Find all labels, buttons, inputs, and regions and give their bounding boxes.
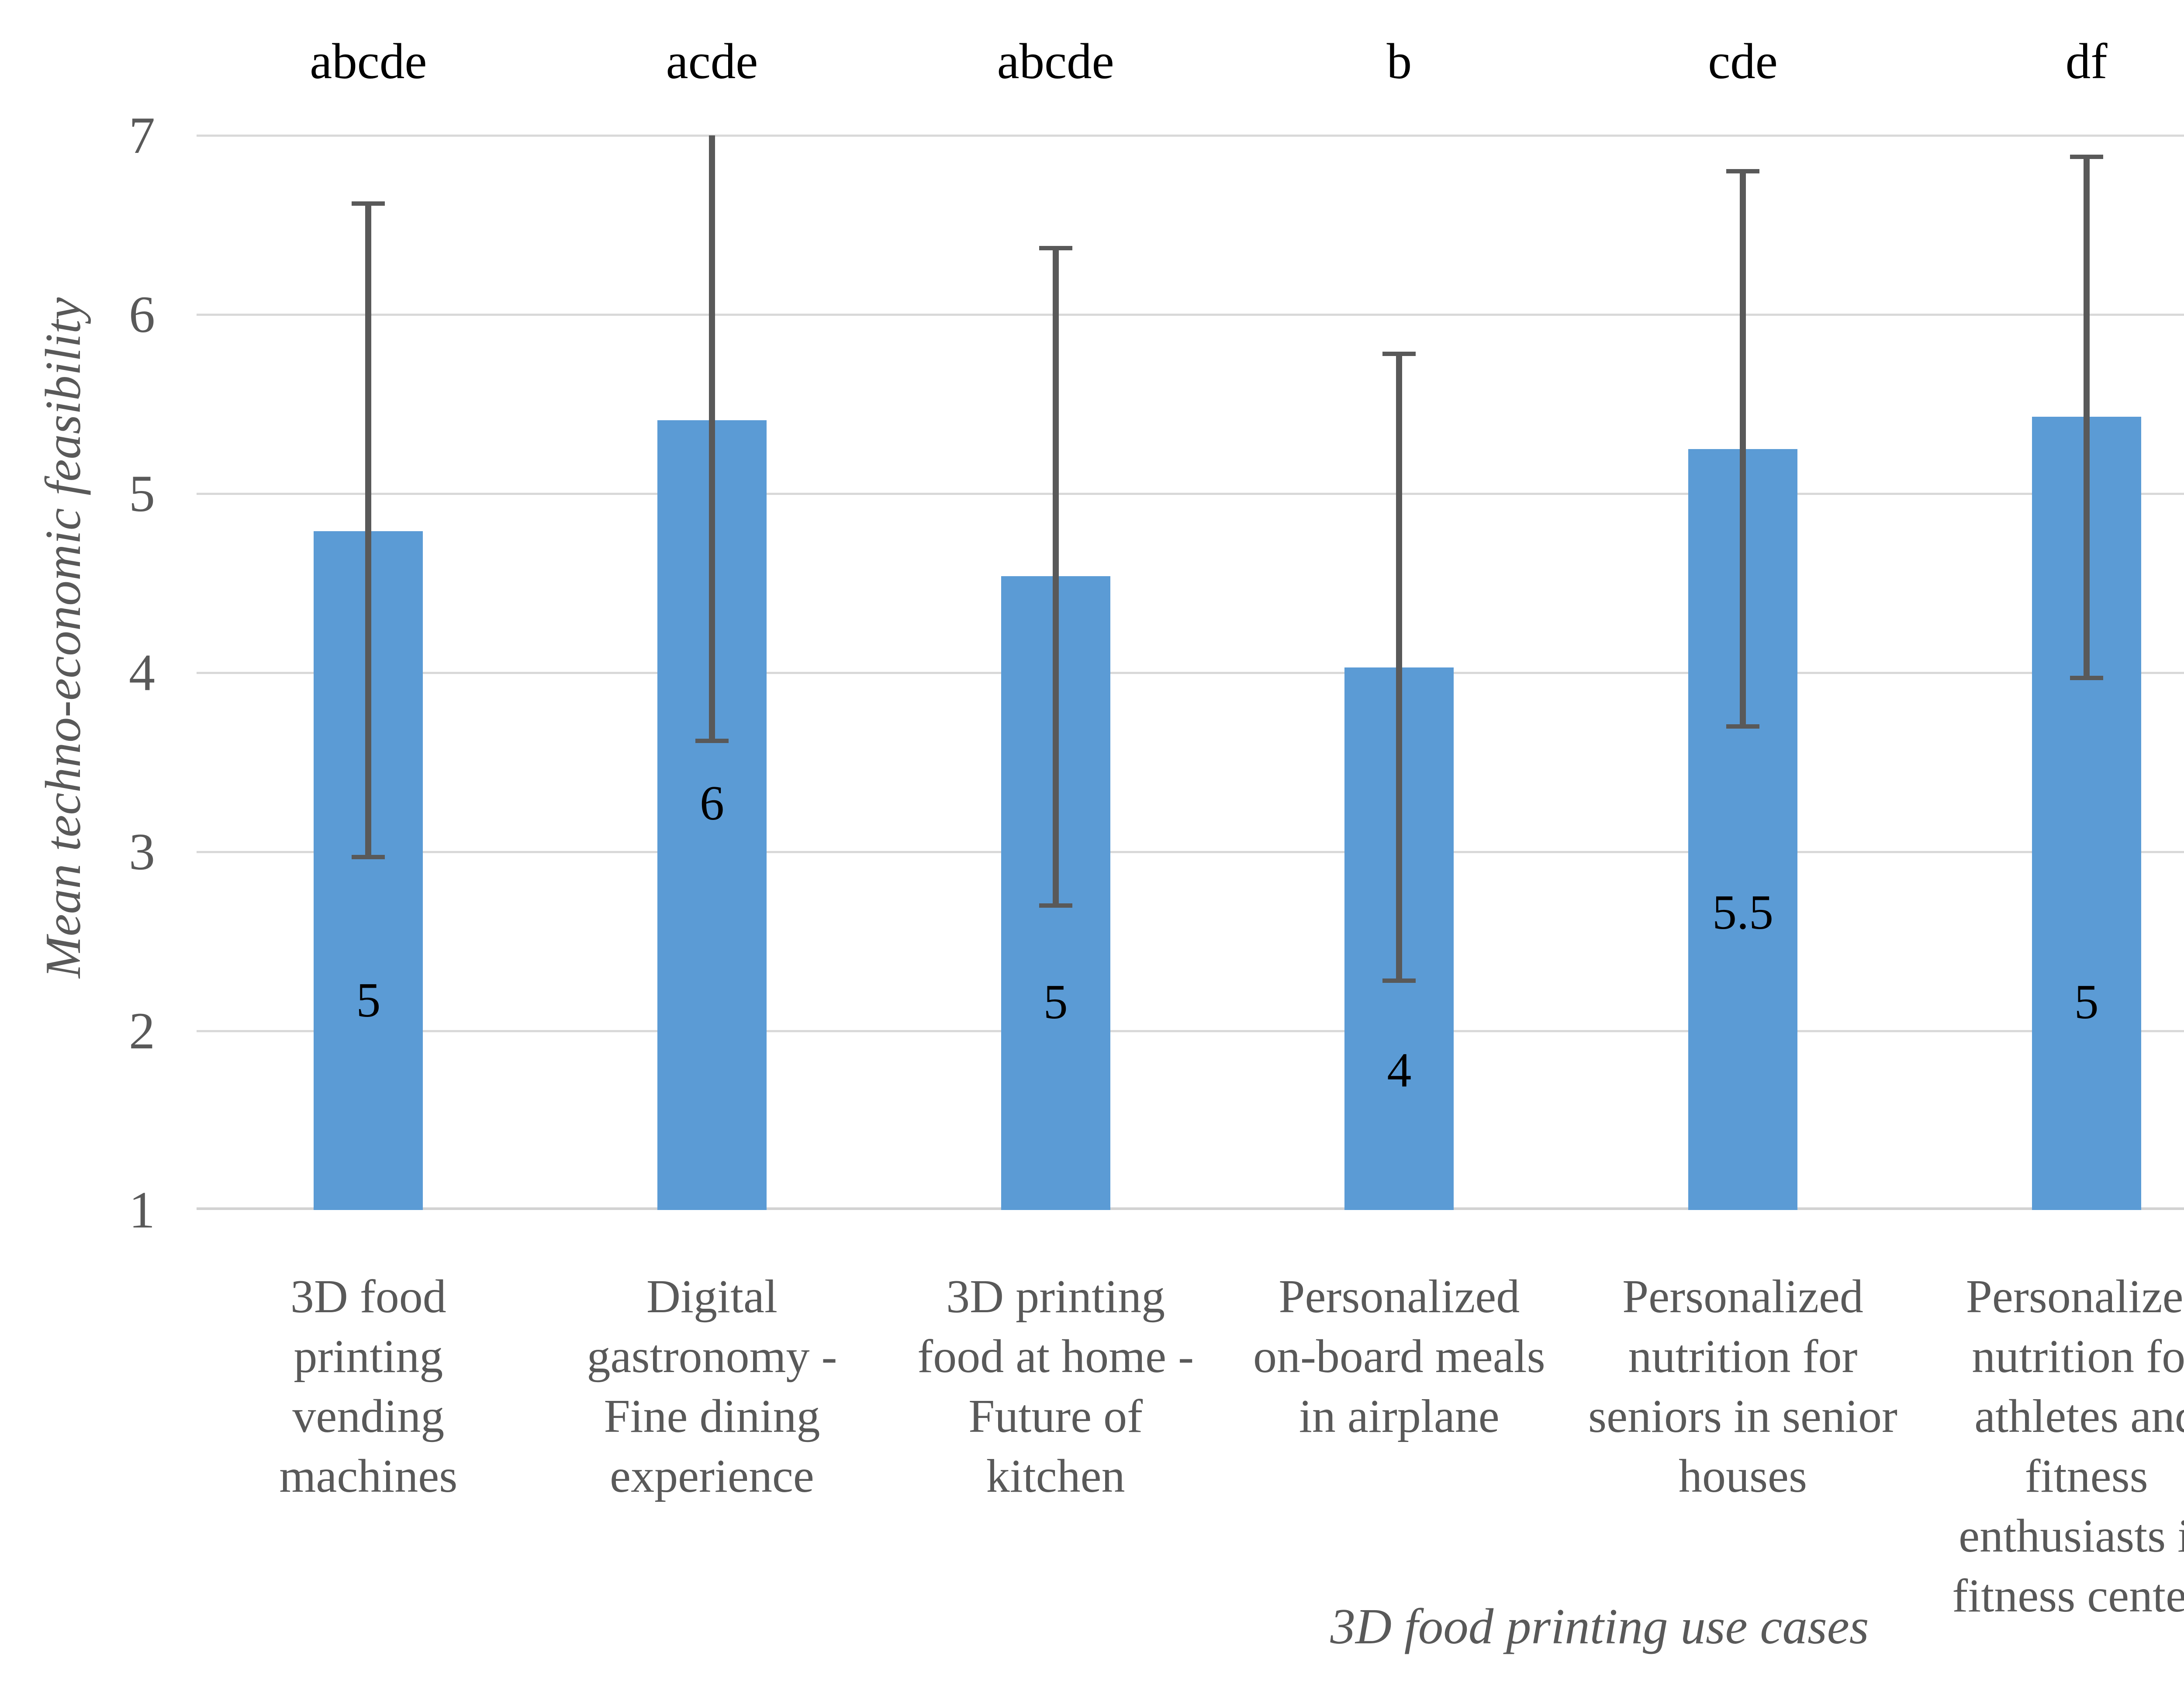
error-bar [365,203,372,857]
x-category-label: 3D printing food at home - Future of kit… [917,1271,1194,1502]
error-bar [1052,248,1059,906]
gridline [197,135,2184,137]
gridline [197,672,2184,674]
y-tick-label: 3 [129,823,155,881]
significance-letters: df [2065,34,2108,89]
significance-letters: abcde [997,34,1114,89]
y-tick-label: 4 [129,643,155,702]
significance-letters: b [1386,34,1412,89]
error-bar [1396,354,1403,981]
bar-data-label: 4 [1387,1043,1412,1098]
error-bar-top-cap [352,201,385,206]
y-tick-label: 7 [129,106,155,164]
bar-data-label: 5 [2074,975,2099,1030]
y-tick-label: 5 [129,464,155,522]
x-category-label: Personalized nutrition for athletes and … [1952,1271,2184,1622]
significance-letters: abcde [310,34,427,89]
y-tick-label: 6 [129,285,155,343]
x-category-label: Personalized on-board meals in airplane [1253,1271,1545,1442]
plot-area [197,135,2184,1210]
x-axis-title: 3D food printing use cases [1330,1599,1869,1654]
error-bar-bottom-cap [695,738,729,743]
error-bar-bottom-cap [352,855,385,860]
significance-letters: acde [666,34,758,89]
error-bar-top-cap [2070,155,2103,159]
x-category-label: Personalized nutrition for seniors in se… [1588,1271,1897,1502]
error-bar-top-cap [1039,246,1072,251]
gridline [197,493,2184,495]
error-bar [1740,171,1746,726]
bar-data-label: 6 [700,776,724,831]
gridline [197,1030,2184,1032]
error-bar-bottom-cap [1382,978,1416,983]
error-bar-top-cap [1726,169,1759,173]
error-bar [2083,157,2090,678]
x-axis-line [197,1207,2184,1210]
bar-data-label: 5.5 [1712,885,1773,940]
error-bar-top-cap [1382,352,1416,356]
y-tick-label: 1 [129,1181,155,1239]
gridline [197,314,2184,316]
y-tick-label: 2 [129,1002,155,1060]
error-bar-bottom-cap [1039,903,1072,908]
bar-data-label: 5 [1043,975,1068,1030]
error-bar-bottom-cap [2070,676,2103,681]
error-bar [709,135,715,741]
error-bar-bottom-cap [1726,724,1759,729]
x-category-label: 3D food printing vending machines [279,1271,458,1502]
gridline [197,851,2184,853]
x-category-label: Digital gastronomy - Fine dining experie… [587,1271,837,1502]
significance-letters: cde [1708,34,1778,89]
bar-data-label: 5 [356,973,381,1028]
